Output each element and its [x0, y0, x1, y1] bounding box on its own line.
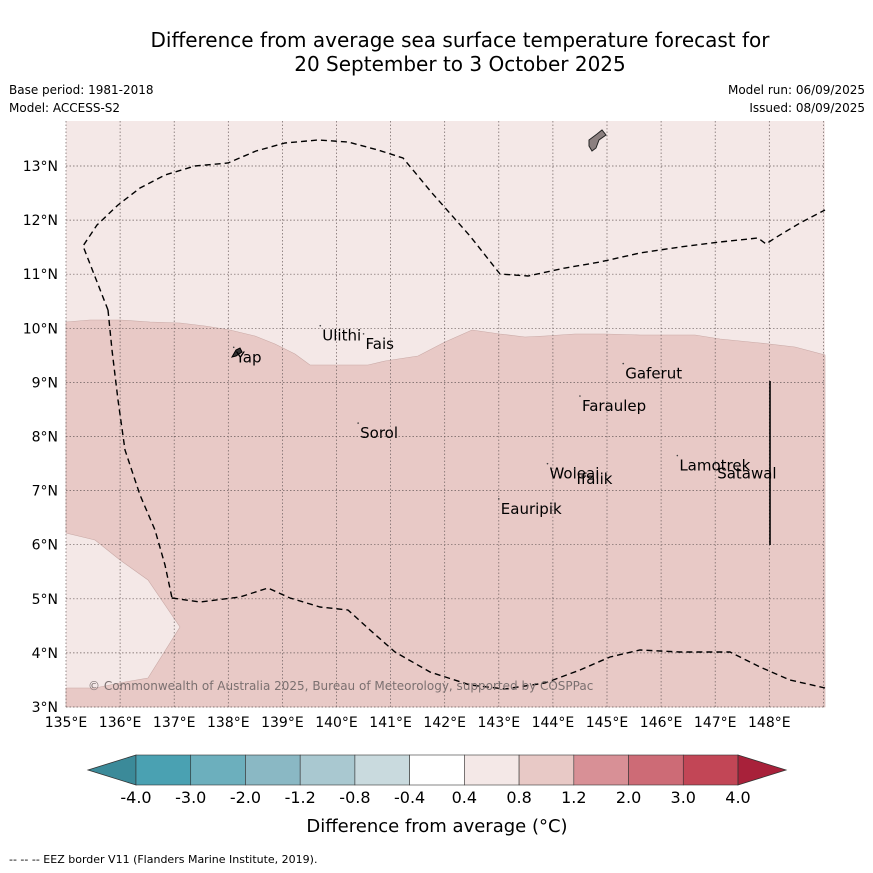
eez-border-west: [107, 309, 173, 599]
lat-tick-label: 12°N: [23, 213, 58, 229]
meta-left: Base period: 1981-2018 Model: ACCESS-S2: [9, 81, 154, 117]
colorbar-tick-label: 0.4: [452, 788, 477, 807]
colorbar-tick-label: -2.0: [230, 788, 261, 807]
lon-tick-label: 148°E: [748, 715, 791, 731]
colorbar-swatch: [518, 754, 575, 786]
place-label: Fais: [366, 335, 395, 353]
colorbar-tick-label: 2.0: [616, 788, 641, 807]
colorbar-tick-label: -1.2: [285, 788, 316, 807]
place-marker: [546, 462, 549, 465]
map-plot-area: Yap Ulithi Fais Sorol Gaferut Faraulep WoleaiI…: [65, 121, 826, 708]
eez-legend-note: -- -- -- EEZ border V11 (Flanders Marine…: [9, 853, 318, 866]
place-label: Woleai: [549, 465, 599, 483]
colorbar-swatch: [628, 754, 684, 786]
place-marker: [357, 422, 359, 424]
place-label: Satawal: [717, 465, 776, 483]
lon-tick-label: 147°E: [694, 715, 737, 731]
colorbar-swatch: [245, 754, 301, 786]
colorbar-tick-label: 4.0: [725, 788, 750, 807]
place-marker: [714, 462, 716, 465]
colorbar-tick-label: -4.0: [120, 788, 151, 807]
lon-tick-label: 136°E: [99, 715, 142, 731]
colorbar-swatch: [464, 754, 520, 786]
colorbar: -4.0 -3.0 -2.0 -1.2 -0.8 -0.4 0.4 0.8 1.2 2.0 3.0 4…: [86, 754, 788, 807]
lon-tick-label: 141°E: [369, 715, 412, 731]
place-label: Sorol: [360, 424, 398, 442]
place-label: Lamotrek: [679, 457, 750, 475]
colorbar-swatch: [573, 754, 629, 786]
lat-tick-label: 5°N: [32, 592, 58, 608]
lon-tick-label: 144°E: [532, 715, 575, 731]
colorbar-swatch: [135, 754, 192, 786]
lon-tick-label: 146°E: [640, 715, 683, 731]
colorbar-swatch: [409, 754, 465, 786]
colorbar-tick-label: -3.0: [175, 788, 206, 807]
lon-tick-label: 139°E: [261, 715, 304, 731]
eez-border-north: [82, 139, 826, 311]
colorbar-label: Difference from average (°C): [306, 816, 567, 837]
place-marker: [573, 468, 576, 470]
place-marker: [498, 498, 500, 500]
place-label: Ifalik: [577, 470, 613, 488]
lat-tick-label: 3°N: [32, 700, 58, 716]
lon-tick-label: 142°E: [423, 715, 466, 731]
colorbar-tick-label: -0.8: [339, 788, 370, 807]
lat-tick-label: 11°N: [23, 267, 58, 283]
lat-tick-label: 9°N: [32, 375, 58, 391]
copyright-text: © Commonwealth of Australia 2025, Bureau…: [88, 679, 593, 693]
lat-tick-label: 6°N: [32, 538, 58, 554]
place-label: Ulithi: [322, 327, 361, 345]
chart-title: Difference from average sea surface temp…: [60, 28, 860, 76]
colorbar-tick-label: 3.0: [671, 788, 696, 807]
warm-anomaly-region: [65, 319, 826, 708]
colorbar-swatch: [682, 754, 739, 786]
base-period: Base period: 1981-2018: [9, 83, 154, 97]
place-label: Yap: [235, 348, 262, 366]
title-line-1: Difference from average sea surface temp…: [150, 28, 770, 52]
lat-tick-label: 10°N: [23, 321, 58, 337]
axis-ticks: 3°N 4°N 5°N 6°N 7°N 8°N 9°N 10°N 11°N 12°N 13°N 135…: [23, 159, 791, 731]
lat-tick-label: 4°N: [32, 646, 58, 662]
place-marker: [676, 454, 679, 457]
guam-island: [588, 129, 607, 152]
lon-tick-label: 145°E: [586, 715, 629, 731]
place-marker: [622, 362, 625, 365]
place-label: Eauripik: [501, 500, 562, 518]
graticule: [65, 121, 825, 708]
colorbar-under-arrow: [86, 754, 137, 786]
colorbar-tick-label: 0.8: [506, 788, 531, 807]
colorbar-swatch: [299, 754, 356, 786]
colorbar-tick-label: 1.2: [561, 788, 586, 807]
title-line-2: 20 September to 3 October 2025: [294, 52, 626, 76]
place-label: Gaferut: [625, 365, 682, 383]
lon-tick-label: 137°E: [153, 715, 196, 731]
meta-right: Model run: 06/09/2025 Issued: 08/09/2025: [728, 81, 865, 117]
model-name: Model: ACCESS-S2: [9, 101, 121, 115]
lon-tick-label: 135°E: [45, 715, 88, 731]
lon-tick-label: 143°E: [478, 715, 521, 731]
lat-tick-label: 7°N: [32, 484, 58, 500]
place-labels: Yap Ulithi Fais Sorol Gaferut Faraulep WoleaiI…: [232, 324, 777, 518]
colorbar-over-arrow: [737, 754, 788, 786]
colorbar-swatch: [354, 754, 410, 786]
place-marker: [232, 346, 235, 349]
lon-tick-label: 140°E: [315, 715, 358, 731]
lat-tick-label: 13°N: [23, 159, 58, 175]
colorbar-tick-label: -0.4: [394, 788, 425, 807]
place-marker: [579, 395, 581, 397]
colorbar-swatch: [190, 754, 246, 786]
lat-tick-label: 8°N: [32, 430, 58, 446]
lon-tick-label: 138°E: [207, 715, 250, 731]
place-marker: [319, 324, 322, 327]
place-label: Faraulep: [582, 397, 646, 415]
issued-date: Issued: 08/09/2025: [749, 101, 865, 115]
yap-island: [230, 347, 243, 358]
place-marker: [362, 333, 365, 335]
model-run: Model run: 06/09/2025: [727, 83, 865, 97]
